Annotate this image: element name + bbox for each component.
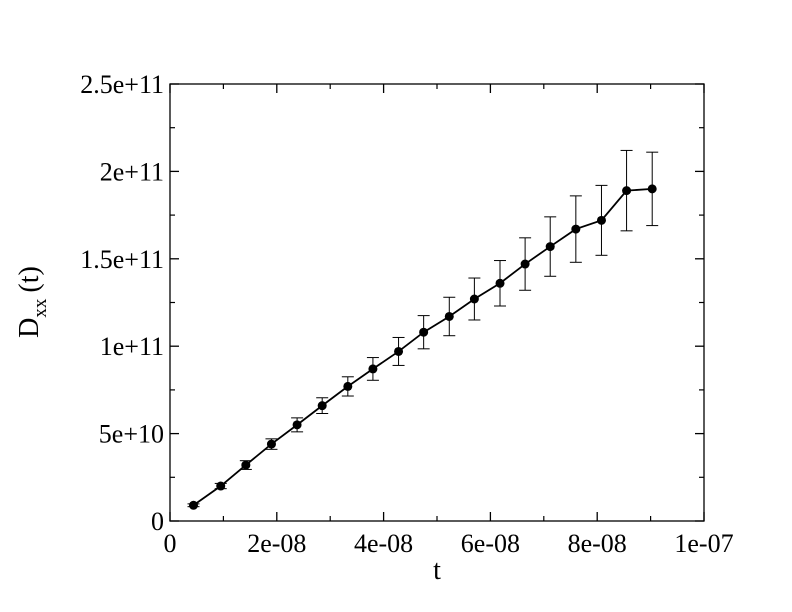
data-point xyxy=(545,242,555,252)
plot-frame-group xyxy=(169,83,705,522)
x-axis-title: t xyxy=(433,555,441,586)
y-tick-label: 2e+11 xyxy=(100,157,164,186)
data-point xyxy=(394,346,404,356)
data-point xyxy=(266,439,276,449)
x-tick-label: 6e-08 xyxy=(461,529,520,558)
data-point xyxy=(368,364,378,374)
y-tick-label: 1e+11 xyxy=(100,332,164,361)
data-point xyxy=(495,278,505,288)
data-point xyxy=(419,327,429,337)
data-point xyxy=(622,186,632,196)
data-point xyxy=(571,224,581,234)
x-tick-label: 0 xyxy=(164,529,177,558)
y-axis-title-suffix: (t) xyxy=(14,266,45,292)
data-point xyxy=(444,311,454,321)
y-axis-title-sub: xx xyxy=(30,298,51,318)
data-point xyxy=(343,381,353,391)
data-point xyxy=(469,294,479,304)
plot-frame xyxy=(169,83,705,522)
x-axis: 0 2e-08 4e-08 6e-08 8e-08 1e-07 xyxy=(164,84,734,558)
data-point xyxy=(216,481,226,491)
y-axis: 0 5e+10 1e+11 1.5e+11 2e+11 2.5e+11 xyxy=(80,70,704,536)
data-markers xyxy=(188,184,657,510)
data-point xyxy=(317,401,327,411)
data-point xyxy=(188,500,198,510)
y-tick-label: 5e+10 xyxy=(99,420,164,449)
y-tick-label: 1.5e+11 xyxy=(80,245,164,274)
series-line xyxy=(192,187,653,507)
x-tick-label: 4e-08 xyxy=(354,529,413,558)
y-axis-title: Dxx (t) xyxy=(14,266,51,338)
y-tick-label: 2.5e+11 xyxy=(80,70,164,99)
data-point xyxy=(292,420,302,430)
y-axis-title-main: D xyxy=(14,318,45,338)
data-point xyxy=(520,259,530,269)
y-tick-label: 0 xyxy=(151,507,164,536)
x-tick-label: 1e-07 xyxy=(674,529,733,558)
data-point xyxy=(241,460,251,470)
x-tick-label: 2e-08 xyxy=(247,529,306,558)
x-tick-label: 8e-08 xyxy=(568,529,627,558)
data-point xyxy=(647,184,657,194)
data-point xyxy=(596,215,606,225)
